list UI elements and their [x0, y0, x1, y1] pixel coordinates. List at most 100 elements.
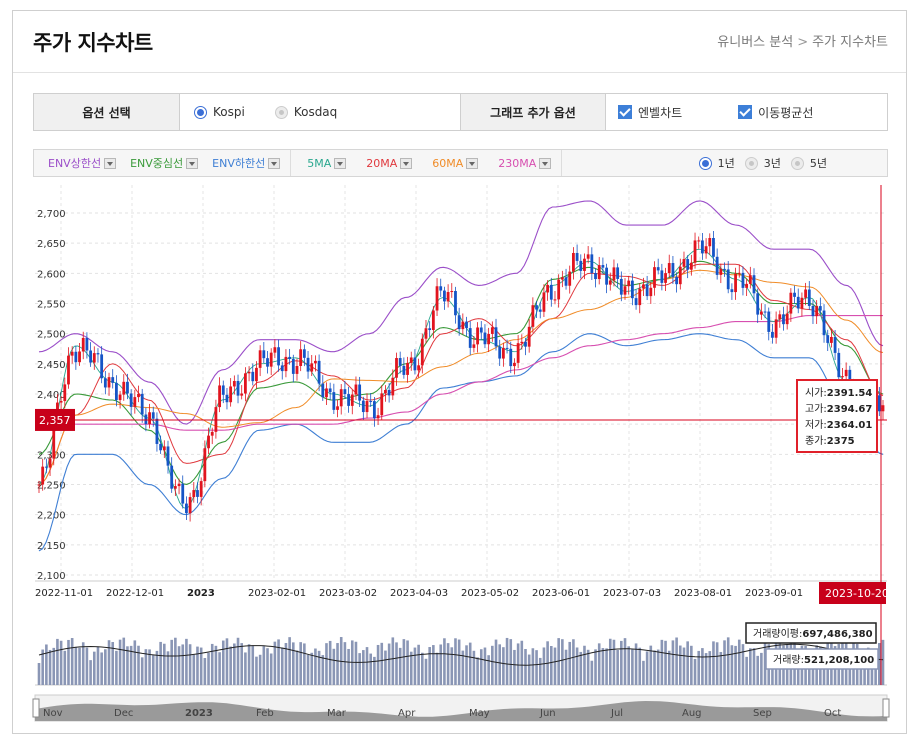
candle-body [428, 328, 432, 331]
y-tick-label: 2,200 [37, 511, 66, 522]
legend-env-lower[interactable]: ENV하한선 [212, 155, 281, 171]
navigator-month-label: May [469, 708, 490, 719]
dropdown-arrow-icon[interactable] [334, 157, 347, 169]
candle-body [881, 405, 885, 412]
volume-bar [752, 648, 756, 685]
candle-body [708, 238, 712, 247]
x-tick-label: 2023-06-01 [532, 588, 590, 599]
market-radio-kosdaq[interactable]: Kosdaq [274, 105, 337, 119]
volume-bar [251, 645, 255, 685]
period-radio-3y[interactable]: 3년 [744, 155, 781, 171]
candle-body [454, 290, 457, 316]
legend-ma20[interactable]: 20MA [366, 156, 413, 170]
candle-body [302, 349, 306, 358]
navigator-handle-right[interactable] [882, 698, 890, 718]
market-radio-kospi[interactable]: Kospi [194, 105, 245, 119]
legend-ma5[interactable]: 5MA [307, 157, 347, 170]
period-radio-5y[interactable]: 5년 [790, 155, 827, 171]
candle-body [601, 265, 605, 268]
volume-bar [432, 645, 435, 685]
navigator-month-label: Nov [43, 708, 63, 719]
radio-selected-icon[interactable] [698, 156, 712, 170]
candle-body [321, 383, 325, 398]
volume-bar [148, 649, 151, 685]
radio-unselected-icon[interactable] [744, 156, 758, 170]
volume-bar [214, 645, 218, 685]
volume-bar [192, 654, 196, 685]
candle-body [564, 277, 568, 286]
candle-body [730, 289, 734, 293]
volume-bar [638, 647, 642, 685]
volume-bar [314, 648, 317, 685]
volume-bar [85, 647, 89, 685]
volume-bar [310, 652, 314, 685]
dropdown-arrow-icon[interactable] [268, 157, 281, 169]
candle-body [774, 319, 778, 338]
period-3y-label: 3년 [763, 157, 781, 170]
chart-area[interactable]: 2,7002,6502,6002,5502,5002,4502,4002,350… [13, 177, 906, 733]
candle-body [100, 354, 104, 379]
candle-body [199, 481, 203, 497]
navigator-handle-left[interactable] [32, 698, 40, 718]
dropdown-arrow-icon[interactable] [466, 157, 479, 169]
candle-body [509, 348, 513, 367]
volume-bar [115, 650, 118, 685]
candle-body [151, 412, 155, 419]
volume-bar [277, 639, 280, 685]
checkbox-checked-icon[interactable] [738, 105, 753, 119]
navigator-area [35, 701, 887, 721]
candle-body [177, 483, 181, 487]
candle-body [693, 240, 697, 263]
legend-env-upper[interactable]: ENV상한선 [48, 155, 117, 171]
dropdown-arrow-icon[interactable] [539, 157, 552, 169]
volume-bar [284, 643, 288, 685]
checkbox-envelope[interactable]: 엔벨차트 [618, 104, 682, 121]
radio-selected-icon[interactable] [194, 105, 207, 119]
breadcrumb-item-universe[interactable]: 유니버스 분석 [717, 35, 794, 50]
legend-env-center[interactable]: ENV중심선 [130, 155, 199, 171]
dropdown-arrow-icon[interactable] [186, 157, 199, 169]
candle-body [627, 280, 631, 287]
volume-bar [623, 638, 627, 685]
legend-ma60[interactable]: 60MA [432, 157, 479, 170]
candle-body [796, 296, 800, 309]
price-chart[interactable]: 2,7002,6502,6002,5502,5002,4502,4002,350… [13, 177, 906, 733]
radio-unselected-icon[interactable] [790, 156, 804, 170]
volume-bar [81, 642, 85, 685]
volume-bar [597, 643, 601, 685]
volume-average-tooltip [745, 622, 877, 644]
candle-body [737, 272, 741, 274]
volume-bar [41, 649, 44, 685]
volume-bar [671, 640, 675, 685]
volume-bar [524, 649, 527, 685]
volume-bar [476, 657, 479, 685]
volume-bar [52, 647, 56, 685]
volume-average-label: 거래량이평:697,486,380 [753, 628, 873, 640]
candle-body [413, 357, 417, 371]
volume-bar [280, 647, 284, 685]
candle-body [461, 321, 465, 330]
period-radio-1y[interactable]: 1년 [698, 155, 735, 171]
volume-bar [140, 657, 144, 685]
candle-body [468, 328, 472, 348]
volume-bar [457, 639, 461, 685]
candle-body [288, 356, 292, 359]
volume-bar [424, 658, 428, 685]
dropdown-arrow-icon[interactable] [400, 157, 413, 169]
candle-body [804, 289, 808, 298]
candle-body [74, 351, 78, 363]
y-tick-label: 2,400 [37, 390, 66, 401]
checkbox-moving-average[interactable]: 이동평균선 [738, 104, 813, 121]
volume-bar [693, 658, 697, 685]
candle-body [538, 309, 542, 312]
checkbox-envelope-label: 엔벨차트 [638, 105, 683, 120]
legend-ma20-label: 20MA [366, 156, 398, 170]
dropdown-arrow-icon[interactable] [104, 157, 117, 169]
navigator[interactable]: Nov Dec 2023 Feb Mar Apr May Jun Jul Aug Sep Oct [32, 694, 890, 722]
env-legend-group: ENV상한선 ENV중심선 ENV하한선 [34, 150, 292, 176]
volume-bar [749, 648, 752, 685]
legend-ma230[interactable]: 230MA [498, 157, 552, 170]
radio-disabled-icon[interactable] [274, 105, 288, 119]
candle-body [645, 284, 649, 297]
checkbox-checked-icon[interactable] [618, 105, 632, 119]
